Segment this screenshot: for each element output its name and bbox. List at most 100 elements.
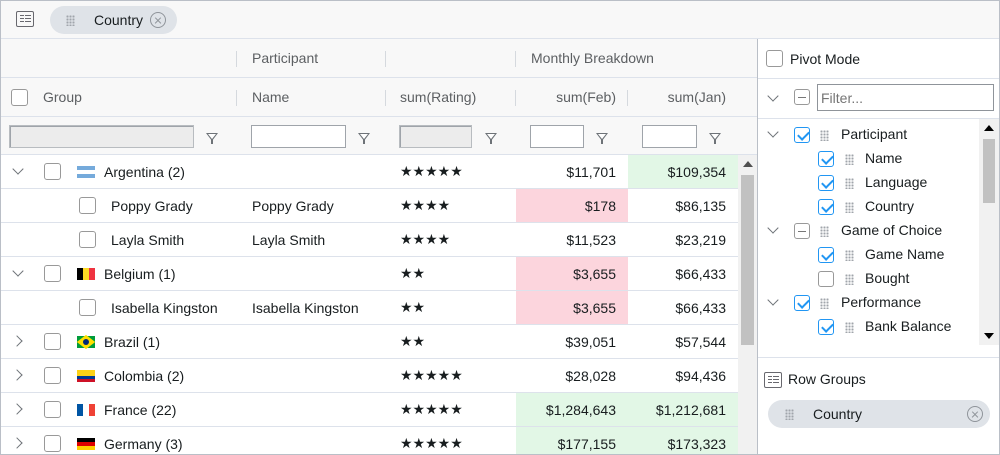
column-checkbox[interactable] bbox=[818, 271, 834, 287]
column-header-jan[interactable]: sum(Jan) bbox=[667, 89, 726, 105]
table-row[interactable]: Layla Smith Layla Smith ★★★★ $11,523 $23… bbox=[1, 223, 738, 257]
chevron-right-icon[interactable] bbox=[11, 335, 23, 347]
scroll-up-arrow-icon[interactable] bbox=[743, 161, 753, 167]
row-checkbox[interactable] bbox=[79, 197, 96, 214]
chevron-right-icon[interactable] bbox=[11, 437, 23, 449]
group-cell: Isabella Kingston bbox=[111, 299, 218, 316]
drag-handle-icon[interactable] bbox=[820, 130, 829, 141]
row-group-icon bbox=[16, 11, 34, 27]
france-flag-icon bbox=[77, 403, 95, 416]
row-checkbox[interactable] bbox=[44, 367, 61, 384]
drag-handle-icon[interactable] bbox=[785, 408, 794, 420]
table-row[interactable]: France (22) ★★★★★ $1,284,643 $1,212,681 bbox=[1, 393, 738, 427]
drag-handle-icon[interactable] bbox=[820, 298, 829, 309]
column-header-feb[interactable]: sum(Feb) bbox=[556, 89, 616, 105]
chevron-down-icon[interactable] bbox=[767, 222, 779, 234]
drag-handle-icon[interactable] bbox=[845, 274, 854, 285]
row-checkbox[interactable] bbox=[44, 401, 61, 418]
table-row[interactable]: Germany (3) ★★★★★ $177,155 $173,323 bbox=[1, 427, 738, 454]
filter-icon[interactable] bbox=[485, 133, 497, 144]
scroll-down-arrow-icon[interactable] bbox=[984, 333, 994, 339]
chevron-right-icon[interactable] bbox=[11, 369, 23, 381]
scrollbar-thumb[interactable] bbox=[983, 139, 995, 203]
column-list-scrollbar[interactable] bbox=[979, 119, 999, 345]
table-row[interactable]: Poppy Grady Poppy Grady ★★★★ $178 $86,13… bbox=[1, 189, 738, 223]
feb-filter-input[interactable] bbox=[530, 125, 584, 148]
column-label: Participant bbox=[841, 126, 908, 142]
column-label: Performance bbox=[841, 294, 922, 310]
column-checkbox[interactable] bbox=[818, 247, 834, 263]
chevron-right-icon[interactable] bbox=[11, 403, 23, 415]
drag-handle-icon[interactable] bbox=[845, 202, 854, 213]
filter-icon[interactable] bbox=[206, 133, 218, 144]
table-row[interactable]: Argentina (2) ★★★★★ $11,701 $109,354 bbox=[1, 155, 738, 189]
jan-cell: $109,354 bbox=[628, 155, 738, 188]
drag-handle-icon[interactable] bbox=[845, 178, 854, 189]
table-row[interactable]: Colombia (2) ★★★★★ $28,028 $94,436 bbox=[1, 359, 738, 393]
scrollbar-thumb[interactable] bbox=[741, 175, 754, 345]
column-checkbox[interactable] bbox=[794, 127, 810, 143]
column-item-country[interactable]: Country bbox=[758, 195, 979, 219]
column-item-language[interactable]: Language bbox=[758, 171, 979, 195]
column-item-bought[interactable]: Bought bbox=[758, 267, 979, 291]
row-checkbox[interactable] bbox=[44, 265, 61, 282]
row-checkbox[interactable] bbox=[44, 435, 61, 452]
column-checkbox[interactable] bbox=[818, 319, 834, 335]
drag-handle-icon[interactable] bbox=[845, 322, 854, 333]
select-all-columns-checkbox[interactable] bbox=[794, 89, 810, 105]
column-header-name[interactable]: Name bbox=[252, 89, 290, 105]
pivot-mode-checkbox[interactable] bbox=[766, 50, 783, 67]
rating-cell: ★★ bbox=[400, 299, 426, 316]
jan-cell: $86,135 bbox=[675, 197, 726, 214]
column-item-game-name[interactable]: Game Name bbox=[758, 243, 979, 267]
close-circle-icon[interactable] bbox=[150, 12, 167, 28]
name-filter-input[interactable] bbox=[251, 125, 346, 148]
row-checkbox[interactable] bbox=[44, 163, 61, 180]
chevron-down-icon[interactable] bbox=[12, 265, 24, 277]
row-checkbox[interactable] bbox=[79, 231, 96, 248]
group-cell: France (22) bbox=[77, 393, 176, 426]
filter-icon[interactable] bbox=[709, 133, 721, 144]
column-header-group[interactable]: Group bbox=[43, 89, 82, 105]
column-item-bank-balance[interactable]: Bank Balance bbox=[758, 315, 979, 339]
column-group-performance[interactable]: Performance bbox=[758, 291, 979, 315]
chevron-down-icon[interactable] bbox=[12, 163, 24, 175]
drag-handle-icon[interactable] bbox=[820, 226, 829, 237]
column-checkbox[interactable] bbox=[818, 175, 834, 191]
jan-cell: $94,436 bbox=[675, 367, 726, 384]
drag-handle-icon[interactable] bbox=[845, 154, 854, 165]
column-header-rating[interactable]: sum(Rating) bbox=[400, 89, 477, 105]
chevron-down-icon[interactable] bbox=[767, 126, 779, 138]
select-all-checkbox[interactable] bbox=[11, 89, 28, 106]
row-group-pill-country[interactable]: Country bbox=[768, 400, 990, 428]
row-checkbox[interactable] bbox=[79, 299, 96, 316]
table-row[interactable]: Isabella Kingston Isabella Kingston ★★ $… bbox=[1, 291, 738, 325]
filter-icon[interactable] bbox=[358, 133, 370, 144]
column-label: Bank Balance bbox=[865, 318, 952, 334]
drag-handle-icon[interactable] bbox=[845, 250, 854, 261]
feb-cell: $1,284,643 bbox=[516, 393, 628, 426]
column-checkbox[interactable] bbox=[794, 223, 810, 239]
grid-vertical-scrollbar[interactable] bbox=[738, 155, 757, 454]
table-row[interactable]: Belgium (1) ★★ $3,655 $66,433 bbox=[1, 257, 738, 291]
jan-filter-input[interactable] bbox=[642, 125, 697, 148]
rating-filter-input[interactable] bbox=[399, 125, 472, 148]
column-checkbox[interactable] bbox=[818, 151, 834, 167]
scroll-up-arrow-icon[interactable] bbox=[984, 125, 994, 131]
group-filter-input[interactable] bbox=[9, 125, 194, 148]
chevron-down-icon[interactable] bbox=[767, 294, 779, 306]
column-checkbox[interactable] bbox=[818, 199, 834, 215]
column-filter-input[interactable] bbox=[817, 84, 994, 111]
column-checkbox[interactable] bbox=[794, 295, 810, 311]
table-row[interactable]: Brazil (1) ★★ $39,051 $57,544 bbox=[1, 325, 738, 359]
column-item-name[interactable]: Name bbox=[758, 147, 979, 171]
drag-handle-icon[interactable] bbox=[66, 14, 75, 26]
chevron-down-icon[interactable] bbox=[767, 90, 779, 102]
group-pill-country[interactable]: Country bbox=[50, 6, 177, 34]
row-checkbox[interactable] bbox=[44, 333, 61, 350]
row-group-icon bbox=[764, 372, 782, 388]
close-circle-icon[interactable] bbox=[967, 406, 983, 422]
filter-icon[interactable] bbox=[596, 133, 608, 144]
column-label: Name bbox=[865, 150, 903, 166]
column-group-game-of-choice[interactable]: Game of Choice bbox=[758, 219, 979, 243]
